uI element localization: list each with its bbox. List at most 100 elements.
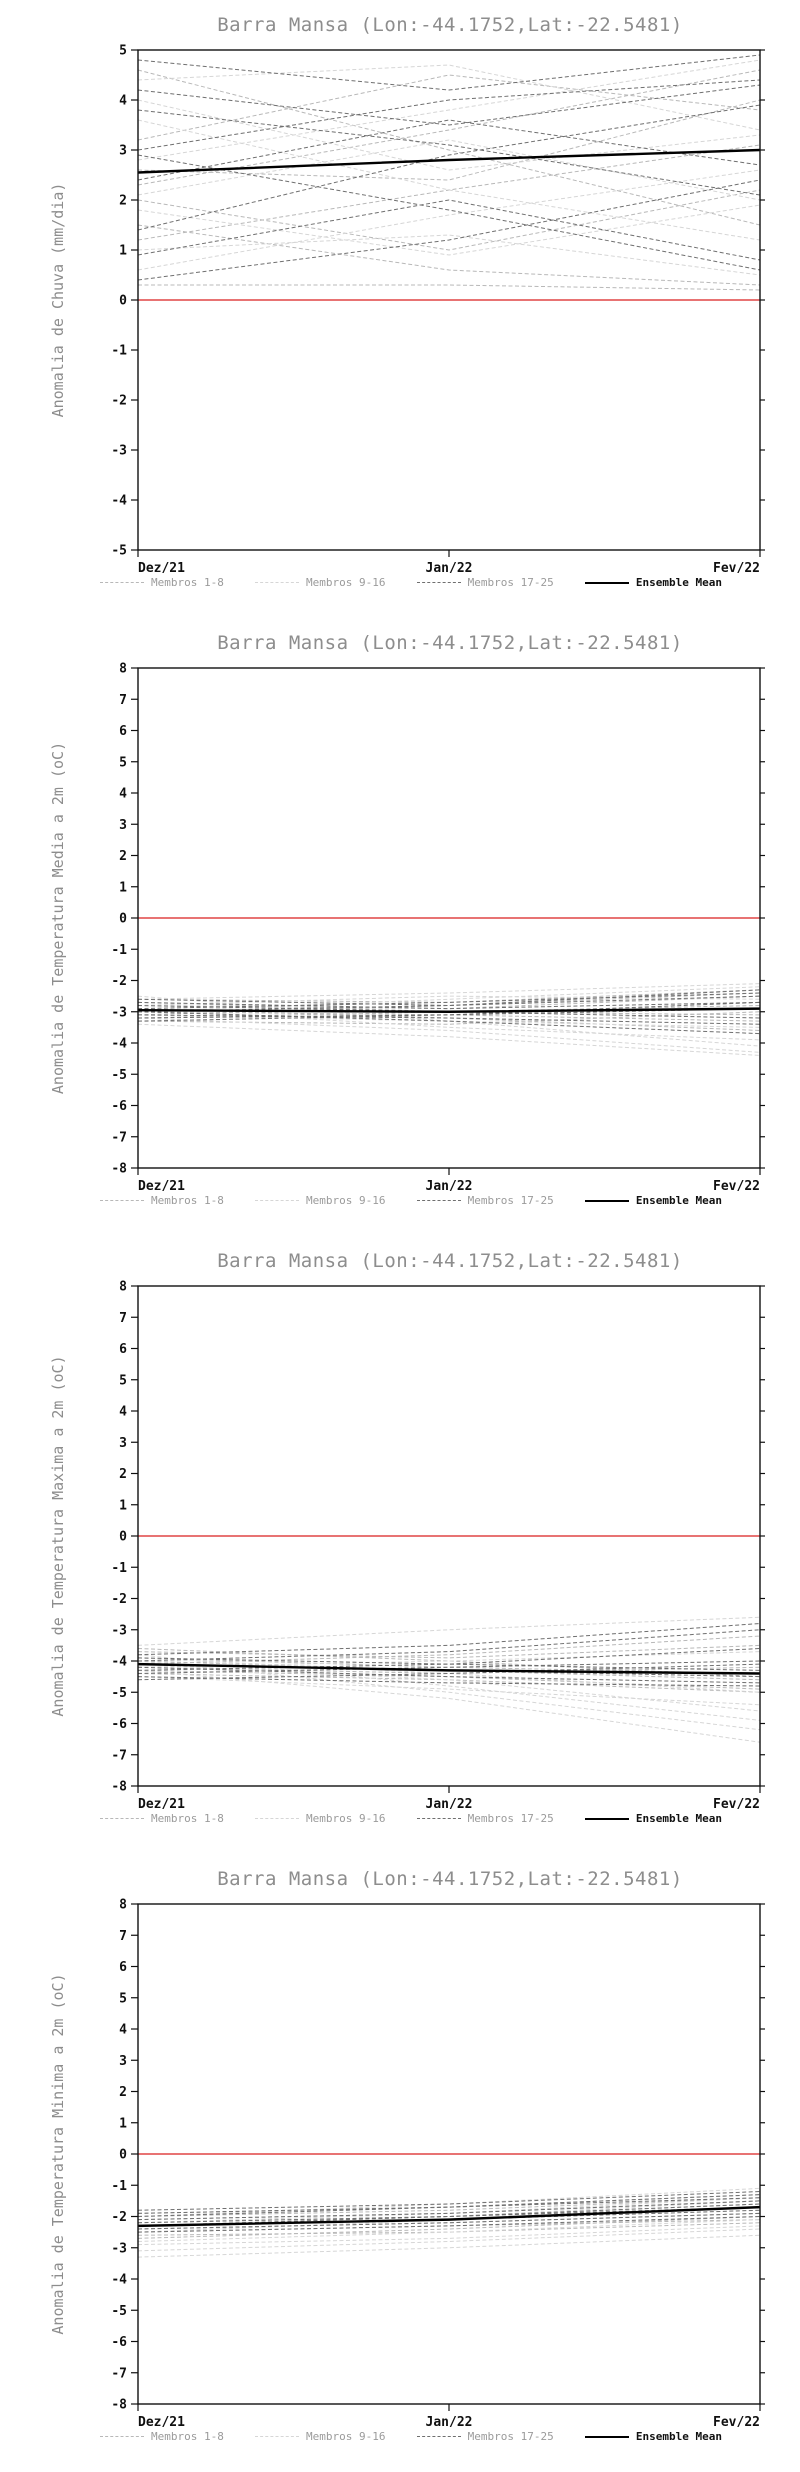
ensemble-mean-line (137, 1662, 761, 1675)
x-tick-label: Jan/22 (426, 2415, 473, 2430)
dashed-line-swatch (416, 2436, 461, 2437)
x-tick-label: Fev/22 (713, 561, 760, 576)
ensemble-member-line (137, 1673, 761, 1693)
legend-label: Membros 1-8 (151, 2430, 224, 2443)
ensemble-member-line (137, 1008, 761, 1041)
y-tick-label: 2 (119, 194, 127, 209)
ensemble-member-line (137, 179, 761, 281)
plot-area: -8 -7 -6 -5 -4 -3 -2 -1 0 1 2 3 4 5 6 7 8 Dez/21 Jan/22 Fev… (111, 662, 765, 1194)
ensemble-member-line (137, 119, 761, 181)
y-tick-label: 8 (119, 1280, 127, 1295)
ensemble-member-line (137, 2228, 761, 2252)
y-tick-label: -4 (111, 2273, 127, 2288)
y-tick-label: -3 (111, 1623, 127, 1638)
x-tick-label: Dez/21 (138, 1179, 185, 1194)
ensemble-member-line (137, 1660, 761, 1731)
ensemble-member-line (137, 84, 761, 126)
legend-label: Membros 17-25 (467, 1194, 554, 1207)
y-tick-label: 6 (119, 1960, 127, 1975)
dashed-line-swatch (255, 2436, 300, 2437)
y-tick-label: 5 (119, 44, 127, 59)
y-tick-label: 3 (119, 2054, 127, 2069)
y-tick-label: -4 (111, 1037, 127, 1052)
y-tick-label: 7 (119, 1311, 127, 1326)
legend-label: Membros 9-16 (306, 1194, 386, 1207)
ensemble-member-line (137, 1017, 761, 1053)
ensemble-member-line (137, 154, 761, 271)
legend: Membros 1-8 Membros 9-16 Membros 17-25 E… (100, 1812, 722, 1825)
dashed-line-swatch (100, 2436, 144, 2437)
x-tick-label: Jan/22 (426, 1797, 473, 1812)
x-tick-label: Dez/21 (138, 2415, 185, 2430)
chart-panel-max-temperature-anomaly: Barra Mansa (Lon:-44.1752,Lat:-22.5481) … (0, 1236, 800, 1854)
legend-label: Membros 17-25 (467, 2430, 554, 2443)
chart-title: Barra Mansa (Lon:-44.1752,Lat:-22.5481) (217, 1250, 683, 1272)
legend-item-members-1-8: Membros 1-8 (100, 576, 224, 589)
y-tick-label: 1 (119, 2116, 127, 2131)
ensemble-member-line (137, 1023, 761, 1056)
y-tick-label: -3 (111, 2241, 127, 2256)
ensemble-member-line (137, 99, 761, 171)
y-tick-label: -6 (111, 1717, 127, 1732)
ensemble-member-line (137, 79, 761, 151)
legend-item-members-17-25: Membros 17-25 (416, 1194, 554, 1207)
x-tick-label: Fev/22 (713, 2415, 760, 2430)
y-tick-label: -7 (111, 2366, 127, 2381)
y-tick-label: 6 (119, 1342, 127, 1357)
y-tick-label: -5 (111, 1686, 127, 1701)
ensemble-member-line (137, 995, 761, 1047)
y-tick-label: -5 (111, 544, 127, 559)
y-tick-label: 1 (119, 1498, 127, 1513)
legend-label: Ensemble Mean (635, 2430, 722, 2443)
x-tick-label: Fev/22 (713, 1179, 760, 1194)
solid-line-swatch (584, 581, 629, 584)
y-tick-label: -8 (111, 1780, 127, 1795)
y-tick-label: -5 (111, 2304, 127, 2319)
dashed-line-swatch (100, 582, 144, 583)
ensemble-mean-line (137, 148, 761, 174)
y-tick-label: -3 (111, 1005, 127, 1020)
dashed-line-swatch (255, 1818, 300, 1819)
legend-label: Membros 9-16 (306, 576, 386, 589)
y-tick-label: 3 (119, 144, 127, 159)
y-tick-label: 6 (119, 724, 127, 739)
ensemble-member-line (137, 1669, 761, 1743)
y-tick-label: -7 (111, 1130, 127, 1145)
ensemble-member-line (137, 109, 761, 196)
dashed-line-swatch (100, 1200, 144, 1201)
x-tick-label: Dez/21 (138, 1797, 185, 1812)
y-tick-label: 4 (119, 787, 127, 802)
y-tick-label: 5 (119, 755, 127, 770)
legend-item-members-1-8: Membros 1-8 (100, 2430, 224, 2443)
y-tick-label: -7 (111, 1748, 127, 1763)
legend-item-members-9-16: Membros 9-16 (255, 1812, 386, 1825)
ensemble-member-line (137, 189, 761, 251)
legend-item-members-9-16: Membros 9-16 (255, 1194, 386, 1207)
legend-label: Ensemble Mean (635, 576, 722, 589)
ensemble-member-line (137, 169, 761, 271)
ensemble-member-line (137, 59, 761, 161)
y-tick-label: 5 (119, 1991, 127, 2006)
x-tick-label: Jan/22 (426, 1179, 473, 1194)
x-tick-label: Fev/22 (713, 1797, 760, 1812)
y-tick-label: 5 (119, 1373, 127, 1388)
y-tick-label: 1 (119, 244, 127, 259)
legend-item-ensemble-mean: Ensemble Mean (584, 576, 722, 589)
y-tick-label: 4 (119, 1405, 127, 1420)
legend-item-members-17-25: Membros 17-25 (416, 576, 554, 589)
dashed-line-swatch (255, 582, 300, 583)
y-tick-label: -8 (111, 2398, 127, 2413)
chart-title: Barra Mansa (Lon:-44.1752,Lat:-22.5481) (217, 14, 683, 36)
y-tick-label: 0 (119, 1530, 127, 1545)
legend-label: Membros 1-8 (151, 576, 224, 589)
legend-label: Ensemble Mean (635, 1812, 722, 1825)
y-tick-label: -6 (111, 1099, 127, 1114)
legend-label: Membros 9-16 (306, 2430, 386, 2443)
ensemble-member-line (137, 1629, 761, 1662)
x-tick-label: Dez/21 (138, 561, 185, 576)
y-tick-label: -2 (111, 394, 127, 409)
legend-item-ensemble-mean: Ensemble Mean (584, 2430, 722, 2443)
ensemble-member-line (137, 64, 761, 131)
y-tick-label: -4 (111, 1655, 127, 1670)
y-tick-label: 0 (119, 2148, 127, 2163)
